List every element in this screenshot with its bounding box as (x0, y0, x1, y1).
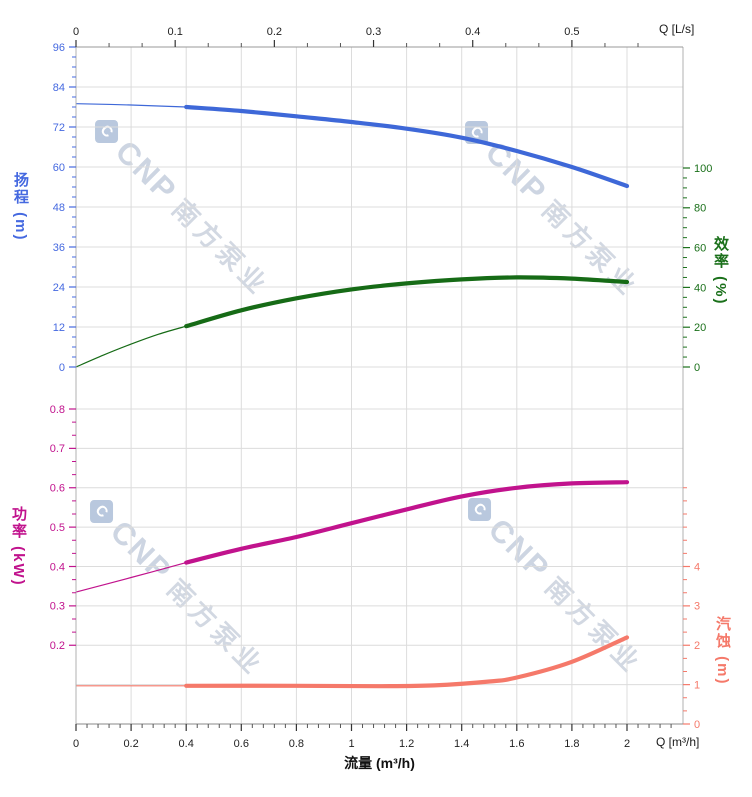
tick-label: 60 (694, 242, 706, 254)
tick-label: 0.8 (50, 404, 65, 416)
tick-label: 4 (694, 561, 700, 573)
tick-label: 1.8 (564, 738, 579, 750)
tick-label: 3 (694, 601, 700, 613)
tick-label: 0.5 (50, 522, 65, 534)
tick-label: 1 (348, 738, 354, 750)
tick-label: 0 (73, 26, 79, 38)
tick-label: 96 (53, 42, 65, 54)
power-curve (184, 480, 630, 565)
tick-label: 0.3 (366, 26, 381, 38)
tick-label: 0.4 (179, 738, 194, 750)
tick-label: 80 (694, 203, 706, 215)
tick-label: 100 (694, 163, 712, 175)
tick-label: 48 (53, 202, 65, 214)
tick-label: 0.7 (50, 443, 65, 455)
power-curve-thin (75, 562, 187, 593)
tick-label: 0 (73, 738, 79, 750)
npsh-curve (184, 635, 630, 689)
tick-label: 0.2 (50, 640, 65, 652)
tick-label: 0.5 (564, 26, 579, 38)
tick-label: 0.8 (289, 738, 304, 750)
head-curve (184, 104, 630, 189)
tick-label: 0 (59, 362, 65, 374)
tick-label: 0.2 (267, 26, 282, 38)
tick-label: 60 (53, 162, 65, 174)
tick-label: 0.1 (168, 26, 183, 38)
tick-label: 2 (694, 640, 700, 652)
tick-label: 40 (694, 282, 706, 294)
efficiency-curve (184, 275, 630, 329)
power-axis-title: 功率 (kW) (10, 506, 27, 587)
efficiency-curve-thin (75, 325, 187, 368)
tick-label: 1.4 (454, 738, 469, 750)
tick-label: 84 (53, 82, 65, 94)
head-axis-title: 扬程 (m) (12, 172, 29, 242)
tick-label: 2 (624, 738, 630, 750)
tick-label: 0.6 (50, 483, 65, 495)
flow-axis-title: 流量 (m³/h) (344, 755, 415, 771)
tick-label: 1.6 (509, 738, 524, 750)
tick-label: 36 (53, 242, 65, 254)
head-curve-thin (75, 103, 187, 108)
flow-bottom-unit-label: Q [m³/h] (656, 735, 700, 749)
npsh-axis-title: 汽蚀 (m) (714, 616, 731, 686)
tick-label: 0 (694, 719, 700, 731)
tick-label: 0.6 (234, 738, 249, 750)
tick-label: 0.3 (50, 601, 65, 613)
tick-label: 0.4 (465, 26, 480, 38)
tick-label: 12 (53, 322, 65, 334)
tick-label: 24 (53, 282, 65, 294)
tick-label: 1 (694, 679, 700, 691)
tick-label: 72 (53, 122, 65, 134)
tick-label: 0 (694, 362, 700, 374)
tick-label: 0.2 (123, 738, 138, 750)
tick-label: 1.2 (399, 738, 414, 750)
efficiency-axis-title: 效率 (%) (712, 236, 729, 306)
tick-label: 20 (694, 322, 706, 334)
flow-top-unit-label: Q [L/s] (659, 22, 695, 36)
tick-label: 0.4 (50, 561, 65, 573)
